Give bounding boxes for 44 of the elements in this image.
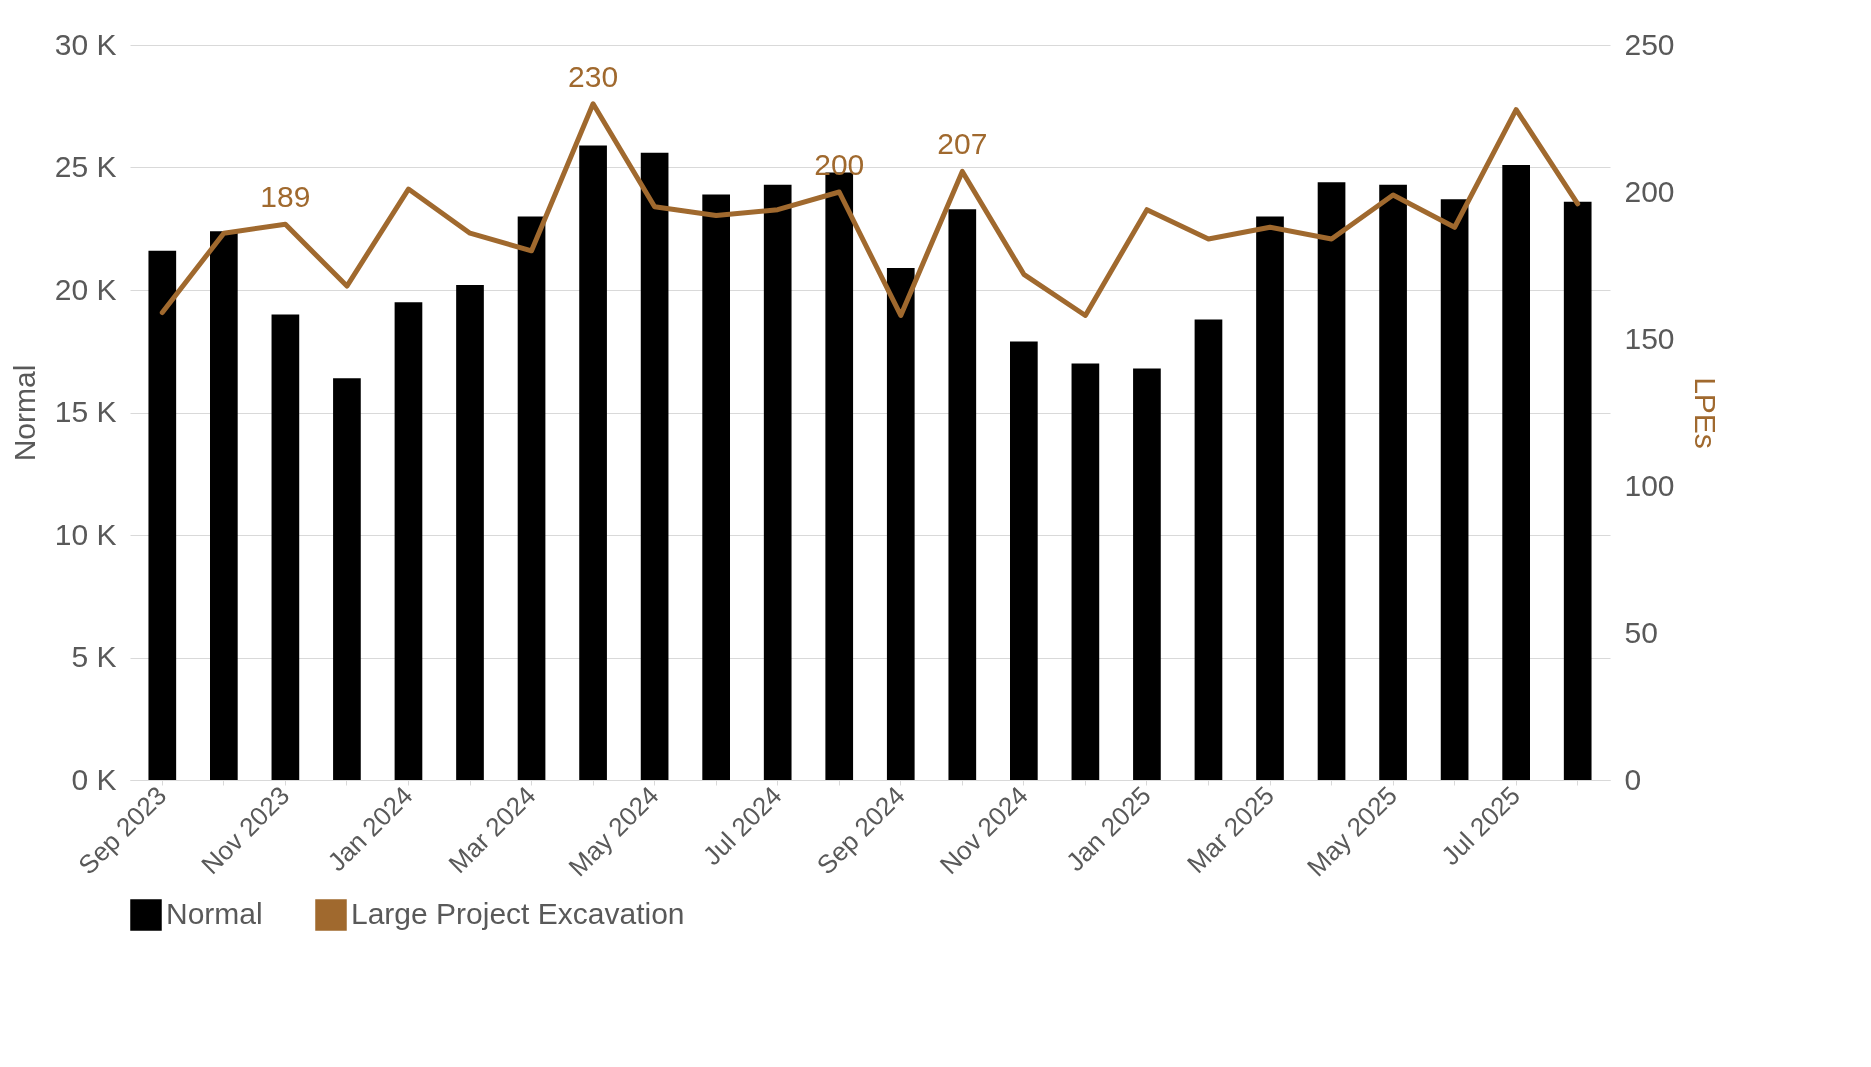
- bar: [1440, 199, 1469, 780]
- y-tick-label: 20 K: [54, 272, 117, 306]
- bar: [271, 314, 300, 780]
- bar: [148, 250, 177, 780]
- bar: [886, 267, 915, 780]
- bar: [456, 285, 484, 780]
- y-tick-label: 30 K: [54, 27, 117, 61]
- bar: [1010, 341, 1038, 780]
- y2-tick-label: 50: [1624, 615, 1658, 649]
- bar: [210, 231, 238, 780]
- data-label: 207: [937, 127, 988, 161]
- bar: [948, 209, 977, 780]
- y2-tick-label: 0: [1624, 762, 1642, 796]
- bar: [1502, 165, 1530, 780]
- legend-label: Normal: [166, 897, 263, 930]
- y-tick-label: 25 K: [54, 150, 117, 183]
- bar: [1317, 182, 1346, 780]
- bar: [394, 302, 423, 780]
- y2-tick-label: 250: [1624, 27, 1675, 61]
- y-tick-label: 15 K: [54, 395, 117, 428]
- y2-axis-title: LPEs: [1688, 377, 1722, 449]
- bar: [333, 378, 361, 780]
- legend-label: Large Project Excavation: [351, 897, 685, 930]
- bar: [763, 184, 792, 780]
- bar: [1256, 216, 1284, 780]
- y2-tick-label: 150: [1624, 321, 1675, 355]
- y-axis-title: Normal: [7, 364, 41, 462]
- data-label: 230: [568, 59, 619, 93]
- y-tick-label: 5 K: [71, 640, 117, 673]
- y2-tick-label: 100: [1624, 468, 1675, 502]
- data-label: 189: [260, 180, 311, 214]
- y-tick-label: 10 K: [54, 517, 117, 551]
- bar: [1194, 319, 1223, 780]
- bar: [1133, 368, 1161, 780]
- y-tick-label: 0 K: [71, 762, 117, 796]
- bar: [579, 145, 607, 780]
- bar: [517, 216, 546, 780]
- bar: [1379, 184, 1407, 780]
- data-label: 200: [814, 148, 865, 181]
- y2-tick-label: 200: [1624, 174, 1675, 208]
- bar: [1563, 201, 1592, 780]
- bar: [702, 194, 730, 780]
- bar: [1071, 363, 1100, 780]
- bar: [640, 152, 669, 780]
